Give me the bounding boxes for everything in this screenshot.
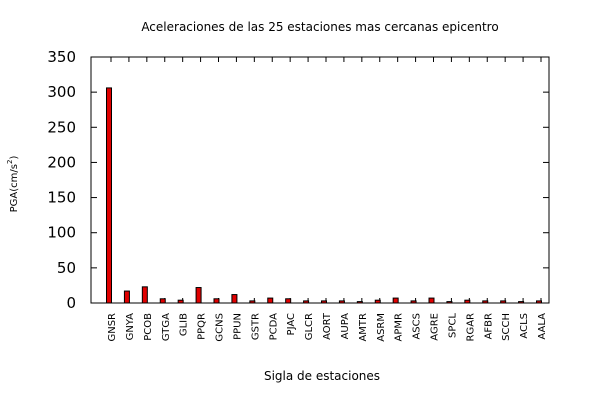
x-tick-label: PCOB xyxy=(143,313,154,341)
bar xyxy=(106,87,112,304)
x-tick-label: APMR xyxy=(394,313,405,341)
x-tick-label: SPCL xyxy=(447,313,458,338)
y-axis-title-suffix: ) xyxy=(9,156,20,160)
y-tick-label: 250 xyxy=(47,118,76,136)
bar xyxy=(213,298,220,304)
bar xyxy=(500,300,507,304)
bars xyxy=(106,87,542,304)
bar xyxy=(285,298,292,304)
y-tick-label: 100 xyxy=(47,224,76,242)
bar xyxy=(159,298,166,304)
y-ticks: 0 50 100 150 200 250 300 350 xyxy=(47,48,549,312)
bar xyxy=(195,287,202,304)
bar xyxy=(536,300,542,304)
x-tick-label: ASRM xyxy=(376,313,387,342)
bar xyxy=(518,301,525,304)
bar xyxy=(338,300,345,304)
plot-frame xyxy=(90,56,550,304)
x-ticks: GNSR GNYA PCOB GTGA GLIB PPQR GCNS PPUN GSTR PCDA… xyxy=(107,57,548,342)
bar xyxy=(141,286,148,304)
x-tick-label: AUPA xyxy=(340,313,351,340)
y-axis-title: PGA(cm/s2) xyxy=(6,156,20,213)
bar xyxy=(464,299,471,304)
x-tick-label: GLIB xyxy=(179,313,190,336)
x-tick-label: PCDA xyxy=(268,313,279,341)
y-tick-label: 300 xyxy=(47,83,76,101)
y-axis-title-text: PGA(cm/s2) xyxy=(6,156,20,213)
x-axis-title: Sigla de estaciones xyxy=(264,369,380,383)
y-tick-label: 350 xyxy=(47,48,76,66)
x-tick-label: PPUN xyxy=(232,313,243,340)
x-tick-label: PJAC xyxy=(286,313,297,335)
x-tick-label: AFBR xyxy=(483,313,494,339)
bar xyxy=(428,297,435,304)
x-tick-label: GNSR xyxy=(107,313,118,342)
x-tick-label: GSTR xyxy=(250,313,261,340)
x-tick-label: AORT xyxy=(322,312,333,340)
bar xyxy=(482,300,489,304)
x-tick-label: ASCS xyxy=(412,313,423,340)
x-tick-label: GTGA xyxy=(161,313,172,341)
x-tick-label: GNYA xyxy=(125,313,136,341)
y-tick-label: 150 xyxy=(47,189,76,207)
x-tick-label: SCCH xyxy=(501,313,512,341)
chart-title: Aceleraciones de las 25 estaciones mas c… xyxy=(141,20,498,34)
bar xyxy=(177,299,184,304)
bar xyxy=(249,300,256,304)
y-axis-title-prefix: PGA(cm/s xyxy=(9,164,20,212)
x-tick-label: AMTR xyxy=(358,313,369,342)
bar xyxy=(303,300,310,304)
y-axis-title-superscript: 2 xyxy=(6,160,14,164)
bar xyxy=(267,297,274,304)
bar xyxy=(392,297,399,304)
y-tick-label: 200 xyxy=(47,153,76,171)
y-tick-label: 50 xyxy=(57,259,76,277)
bar xyxy=(123,290,130,304)
bar xyxy=(374,299,381,304)
bar xyxy=(231,294,238,304)
x-tick-label: AGRE xyxy=(430,313,441,341)
bar xyxy=(446,301,453,304)
bar xyxy=(356,301,363,304)
x-tick-label: GLCR xyxy=(304,313,315,340)
x-tick-label: RGAR xyxy=(465,313,476,342)
x-tick-label: ACLS xyxy=(519,313,530,339)
x-tick-label: GCNS xyxy=(215,313,226,342)
x-tick-label: AALA xyxy=(537,313,548,340)
y-tick-label: 0 xyxy=(66,294,76,312)
x-tick-label: PPQR xyxy=(197,313,208,340)
bar xyxy=(321,300,327,304)
bar xyxy=(410,300,417,304)
